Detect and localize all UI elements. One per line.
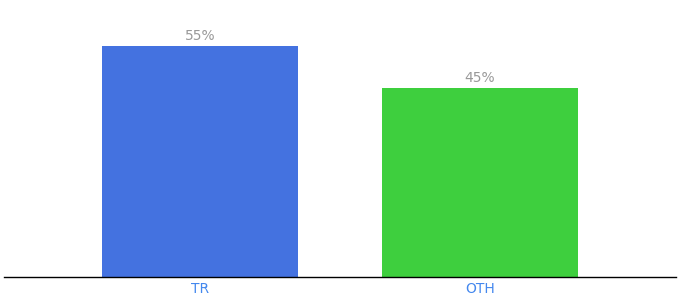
Bar (382, 88, 578, 277)
Text: 55%: 55% (185, 29, 216, 43)
Text: 45%: 45% (464, 71, 495, 85)
Bar (102, 46, 298, 277)
